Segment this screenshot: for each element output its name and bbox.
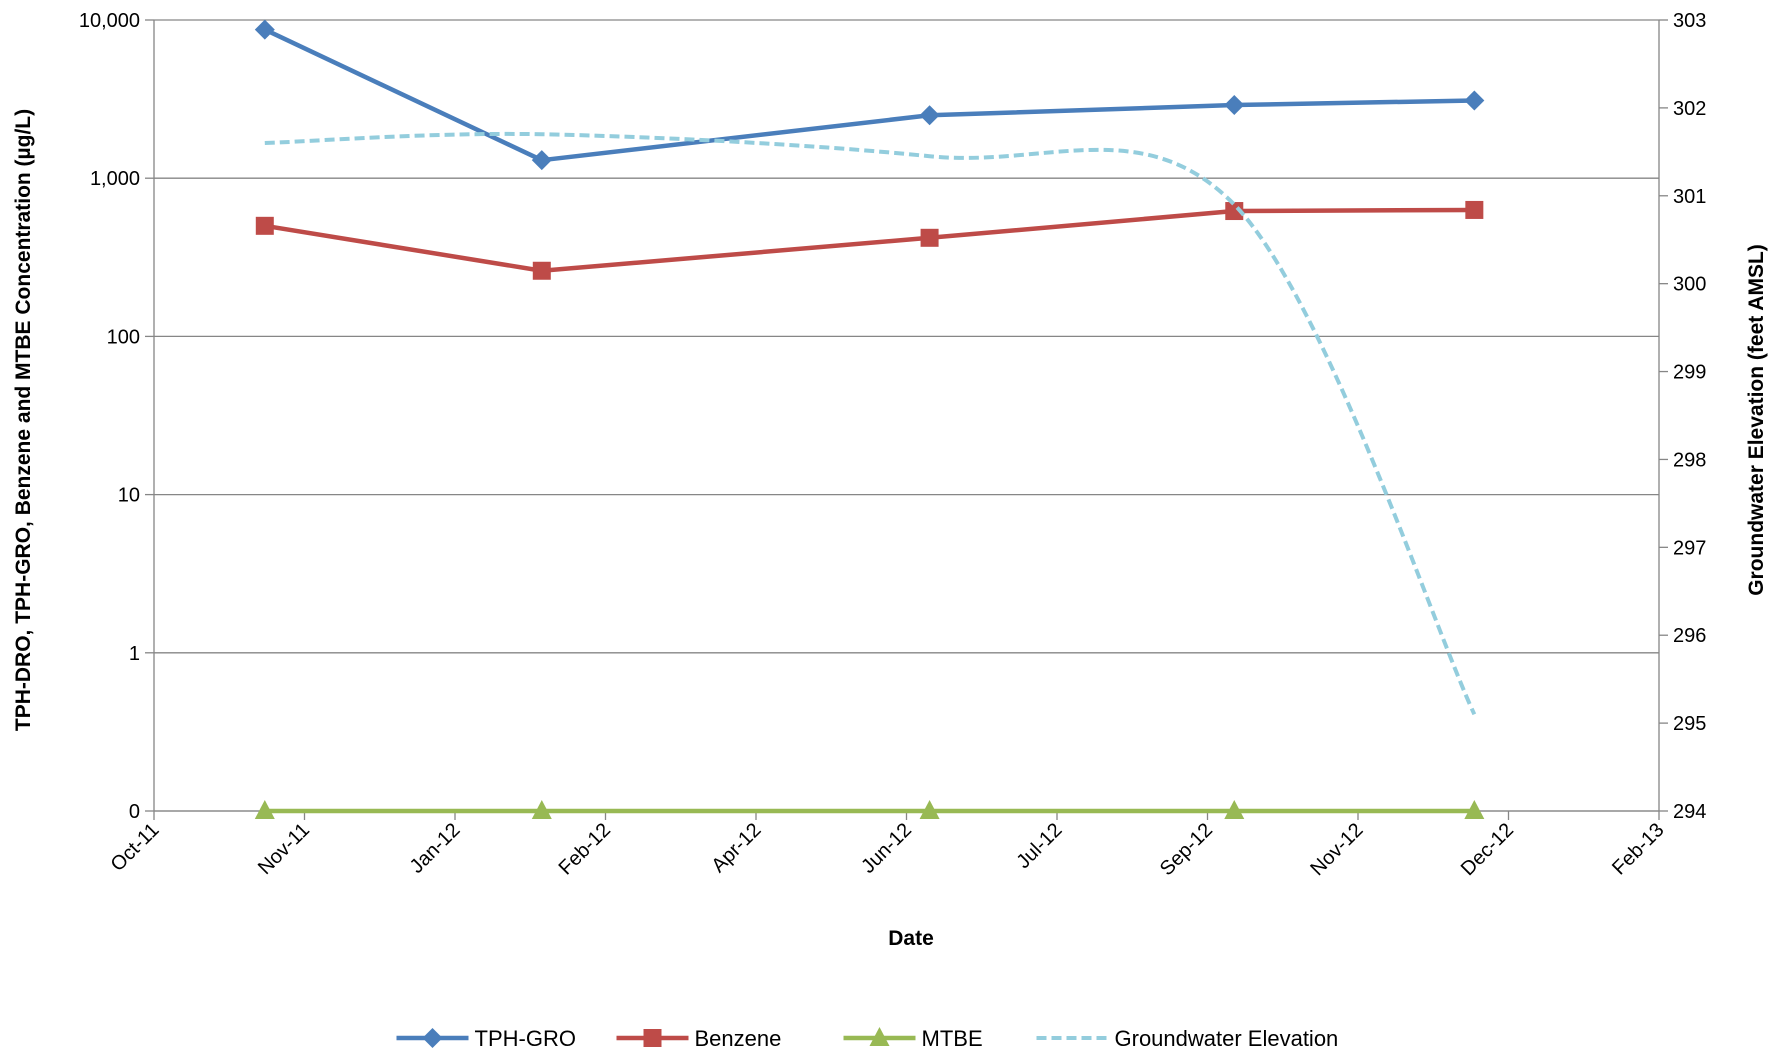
tph-gro-point: [919, 105, 940, 126]
axes: [145, 19, 1668, 820]
legend-item-benzene: Benzene: [616, 1026, 782, 1051]
y2-tick-label: 295: [1673, 713, 1706, 735]
benzene-line: [264, 207, 1475, 274]
y-axis-title: TPH-DRO, TPH-GRO, Benzene and MTBE Conce…: [12, 109, 35, 731]
y2-tick-label: 300: [1673, 274, 1706, 296]
legend-label: MTBE: [922, 1026, 983, 1051]
legend-swatch-point: [422, 1028, 443, 1048]
y2-tick-label: 297: [1673, 537, 1706, 559]
x-tick-label: Apr-12: [708, 819, 766, 877]
y-tick-label: 100: [107, 326, 140, 348]
x-axis-title: Date: [888, 927, 934, 950]
legend-item-mtbe: MTBE: [843, 1026, 983, 1051]
legend-swatch-point: [643, 1029, 662, 1047]
x-tick-label: Jan-12: [406, 819, 465, 878]
mtbe-point: [1464, 800, 1485, 819]
tick-labels: 0 1 10 100 1,000 10,000 294 295 296 297 298 299 300 3…: [79, 10, 1707, 880]
y2-tick-label: 298: [1673, 449, 1706, 471]
benzene-point: [920, 228, 939, 247]
benzene-point: [255, 216, 274, 235]
gridlines: [154, 19, 1659, 812]
y-tick-label: 1,000: [90, 168, 140, 190]
x-tick-label: Jun-12: [857, 819, 916, 878]
x-tick-label: Nov-11: [254, 819, 314, 879]
y2-axis-title: Groundwater Elevation (feet AMSL): [1745, 244, 1768, 596]
axis-titles: TPH-DRO, TPH-GRO, Benzene and MTBE Conce…: [12, 109, 1768, 950]
x-tick-label: Feb-12: [555, 819, 615, 879]
tph-gro-point: [1464, 90, 1485, 111]
tph-gro-series: [254, 19, 1485, 171]
benzene-series: [255, 200, 1484, 280]
legend: TPH-GRO Benzene MTBE Groundwater Elevation: [396, 1026, 1339, 1051]
mtbe-point: [1224, 800, 1245, 819]
y-tick-label: 0: [129, 801, 140, 823]
x-tick-label: Nov-12: [1306, 819, 1367, 880]
x-tick-label: Oct-11: [107, 819, 164, 876]
tph-gro-point: [531, 150, 552, 171]
benzene-point: [1465, 200, 1484, 219]
data-series: [254, 19, 1485, 819]
tph-gro-point: [1224, 95, 1245, 116]
mtbe-series: [254, 800, 1485, 819]
tph-gro-point: [254, 19, 275, 40]
x-tick-label: Jul-12: [1012, 819, 1066, 873]
legend-label: TPH-GRO: [475, 1026, 576, 1051]
legend-item-tph-gro: TPH-GRO: [396, 1026, 576, 1051]
y2-tick-label: 301: [1673, 186, 1706, 208]
y2-tick-label: 302: [1673, 98, 1706, 120]
groundwater-elevation-line: [264, 131, 1477, 716]
mtbe-point: [254, 800, 275, 819]
legend-label: Benzene: [695, 1026, 782, 1051]
legend-label: Groundwater Elevation: [1115, 1026, 1339, 1051]
benzene-point: [532, 261, 551, 280]
legend-swatch-point: [869, 1027, 890, 1046]
y-tick-label: 1: [129, 643, 140, 665]
y-tick-label: 10,000: [79, 10, 140, 32]
y2-tick-label: 296: [1673, 625, 1706, 647]
groundwater-elevation-series: [264, 131, 1477, 716]
x-tick-label: Feb-13: [1608, 819, 1668, 879]
y2-tick-label: 299: [1673, 362, 1706, 384]
legend-item-groundwater-elevation: Groundwater Elevation: [1036, 1026, 1339, 1051]
y-tick-label: 10: [118, 485, 140, 507]
mtbe-point: [531, 800, 552, 819]
x-tick-label: Dec-12: [1457, 819, 1518, 880]
y2-tick-label: 303: [1673, 10, 1706, 32]
mtbe-point: [919, 800, 940, 819]
y2-tick-label: 294: [1673, 801, 1706, 823]
tph-gro-line: [263, 27, 1475, 163]
x-tick-label: Sep-12: [1156, 819, 1217, 880]
